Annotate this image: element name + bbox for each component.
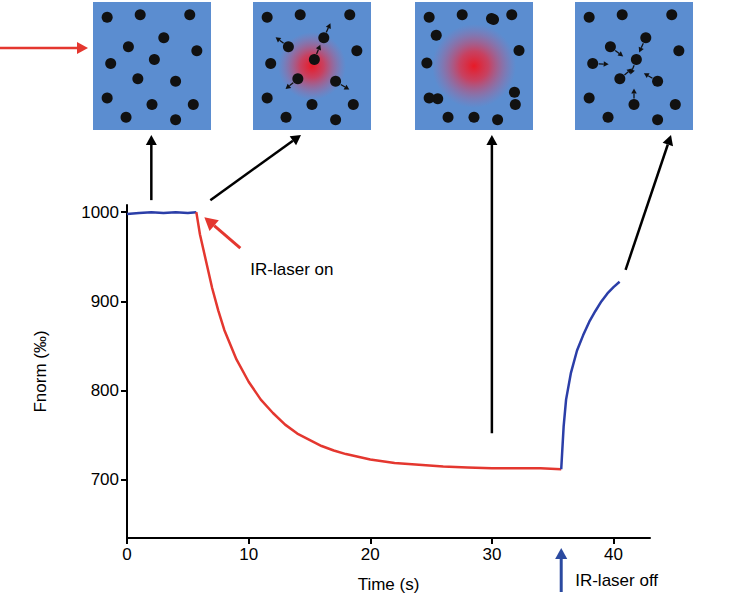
- svg-text:Fnorm (‰): Fnorm (‰): [31, 330, 50, 412]
- svg-text:10: 10: [239, 545, 258, 564]
- svg-text:1000: 1000: [81, 203, 119, 222]
- svg-text:IR-laser on: IR-laser on: [250, 260, 333, 279]
- svg-text:0: 0: [122, 545, 131, 564]
- svg-text:40: 40: [604, 545, 623, 564]
- svg-text:800: 800: [91, 381, 119, 400]
- svg-text:30: 30: [482, 545, 501, 564]
- svg-text:900: 900: [91, 292, 119, 311]
- svg-text:700: 700: [91, 470, 119, 489]
- svg-text:20: 20: [361, 545, 380, 564]
- svg-text:IR-laser off: IR-laser off: [575, 571, 658, 590]
- svg-text:Time (s): Time (s): [358, 575, 420, 594]
